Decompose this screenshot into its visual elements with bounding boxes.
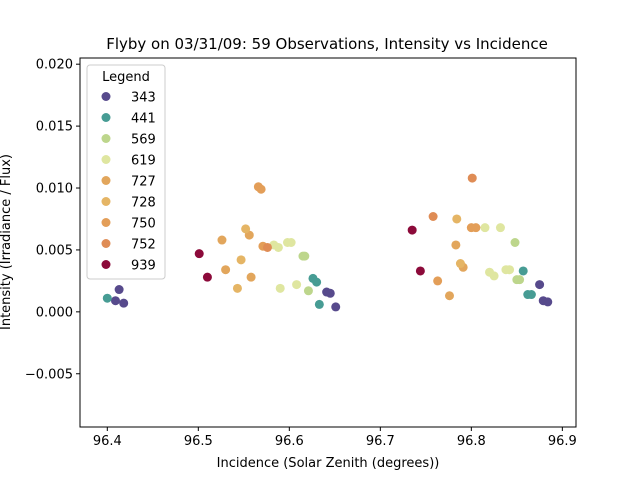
legend-marker-752 xyxy=(101,239,111,248)
y-tick-label: −0.005 xyxy=(25,367,73,382)
data-points xyxy=(102,173,553,312)
data-point-752 xyxy=(467,173,477,183)
data-point-569 xyxy=(510,238,520,247)
x-tick-label: 96.9 xyxy=(548,434,577,449)
data-point-441 xyxy=(102,293,112,303)
data-point-728 xyxy=(455,259,465,269)
data-point-728 xyxy=(232,283,242,293)
data-point-619 xyxy=(273,242,283,252)
data-point-727 xyxy=(246,272,256,282)
legend-marker-728 xyxy=(101,197,111,206)
legend-label-343: 343 xyxy=(131,91,156,106)
data-point-727 xyxy=(451,240,461,250)
y-tick-label: 0.010 xyxy=(36,182,73,197)
data-point-343 xyxy=(535,280,545,290)
data-point-750 xyxy=(471,223,481,233)
x-tick-label: 96.7 xyxy=(366,434,395,449)
data-point-750 xyxy=(433,276,443,286)
data-point-343 xyxy=(114,285,124,295)
data-point-727 xyxy=(444,291,454,301)
data-point-441 xyxy=(526,290,536,300)
legend-marker-939 xyxy=(101,260,111,269)
y-axis: −0.005 0.000 0.005 0.010 0.015 0.020 xyxy=(25,58,80,382)
data-point-441 xyxy=(314,299,324,309)
x-tick-label: 96.5 xyxy=(184,434,213,449)
data-point-939 xyxy=(407,225,417,235)
y-tick-label: 0.000 xyxy=(36,305,73,320)
data-point-441 xyxy=(312,277,322,287)
data-point-441 xyxy=(518,266,528,276)
data-point-727 xyxy=(221,265,231,275)
data-point-619 xyxy=(489,271,499,281)
data-point-728 xyxy=(236,255,246,265)
x-tick-label: 96.4 xyxy=(93,434,122,449)
y-tick-label: 0.020 xyxy=(36,58,73,73)
data-point-619 xyxy=(495,223,505,233)
legend-marker-343 xyxy=(101,92,111,101)
data-point-343 xyxy=(543,297,553,307)
legend-label-752: 752 xyxy=(131,238,156,253)
data-point-752 xyxy=(428,211,438,221)
data-point-619 xyxy=(275,283,285,293)
data-point-619 xyxy=(292,280,302,290)
legend-label-619: 619 xyxy=(131,154,156,169)
legend-marker-441 xyxy=(101,113,111,122)
legend-items: 343 441 569 619 727 728 750 752 939 xyxy=(101,91,156,274)
data-point-569 xyxy=(515,275,525,285)
data-point-569 xyxy=(300,251,310,261)
legend-marker-569 xyxy=(101,134,111,143)
data-point-569 xyxy=(303,286,313,296)
chart-title: Flyby on 03/31/09: 59 Observations, Inte… xyxy=(106,35,548,53)
data-point-619 xyxy=(505,265,515,275)
x-axis-label: Incidence (Solar Zenith (degrees)) xyxy=(217,456,440,471)
y-tick-label: 0.005 xyxy=(36,243,73,258)
x-tick-label: 96.6 xyxy=(275,434,304,449)
legend-label-939: 939 xyxy=(131,259,156,274)
legend: Legend 343 441 569 619 727 728 750 752 939 xyxy=(86,64,166,280)
data-point-728 xyxy=(452,214,462,224)
data-point-728 xyxy=(241,224,251,234)
data-point-619 xyxy=(480,223,490,233)
legend-label-569: 569 xyxy=(131,133,156,148)
data-point-939 xyxy=(415,266,425,276)
legend-label-727: 727 xyxy=(131,175,156,190)
x-tick-label: 96.8 xyxy=(457,434,486,449)
legend-marker-750 xyxy=(101,218,111,227)
data-point-343 xyxy=(331,302,341,312)
axes-border xyxy=(79,57,577,428)
legend-title: Legend xyxy=(102,70,150,85)
data-point-750 xyxy=(256,184,266,194)
y-axis-label: Intensity (Irradiance / Flux) xyxy=(0,154,14,330)
data-point-939 xyxy=(202,272,212,282)
legend-label-750: 750 xyxy=(131,217,156,232)
data-point-343 xyxy=(110,296,120,306)
legend-marker-619 xyxy=(101,155,111,164)
data-point-939 xyxy=(194,249,204,259)
data-point-727 xyxy=(217,235,227,245)
legend-label-441: 441 xyxy=(131,112,156,127)
data-point-752 xyxy=(262,242,272,252)
y-tick-label: 0.015 xyxy=(36,120,73,135)
data-point-343 xyxy=(325,288,335,298)
legend-label-728: 728 xyxy=(131,196,156,211)
legend-marker-727 xyxy=(101,176,111,185)
data-point-343 xyxy=(119,298,129,308)
data-point-619 xyxy=(286,238,296,247)
x-axis: 96.4 96.5 96.6 96.7 96.8 96.9 xyxy=(93,427,577,449)
